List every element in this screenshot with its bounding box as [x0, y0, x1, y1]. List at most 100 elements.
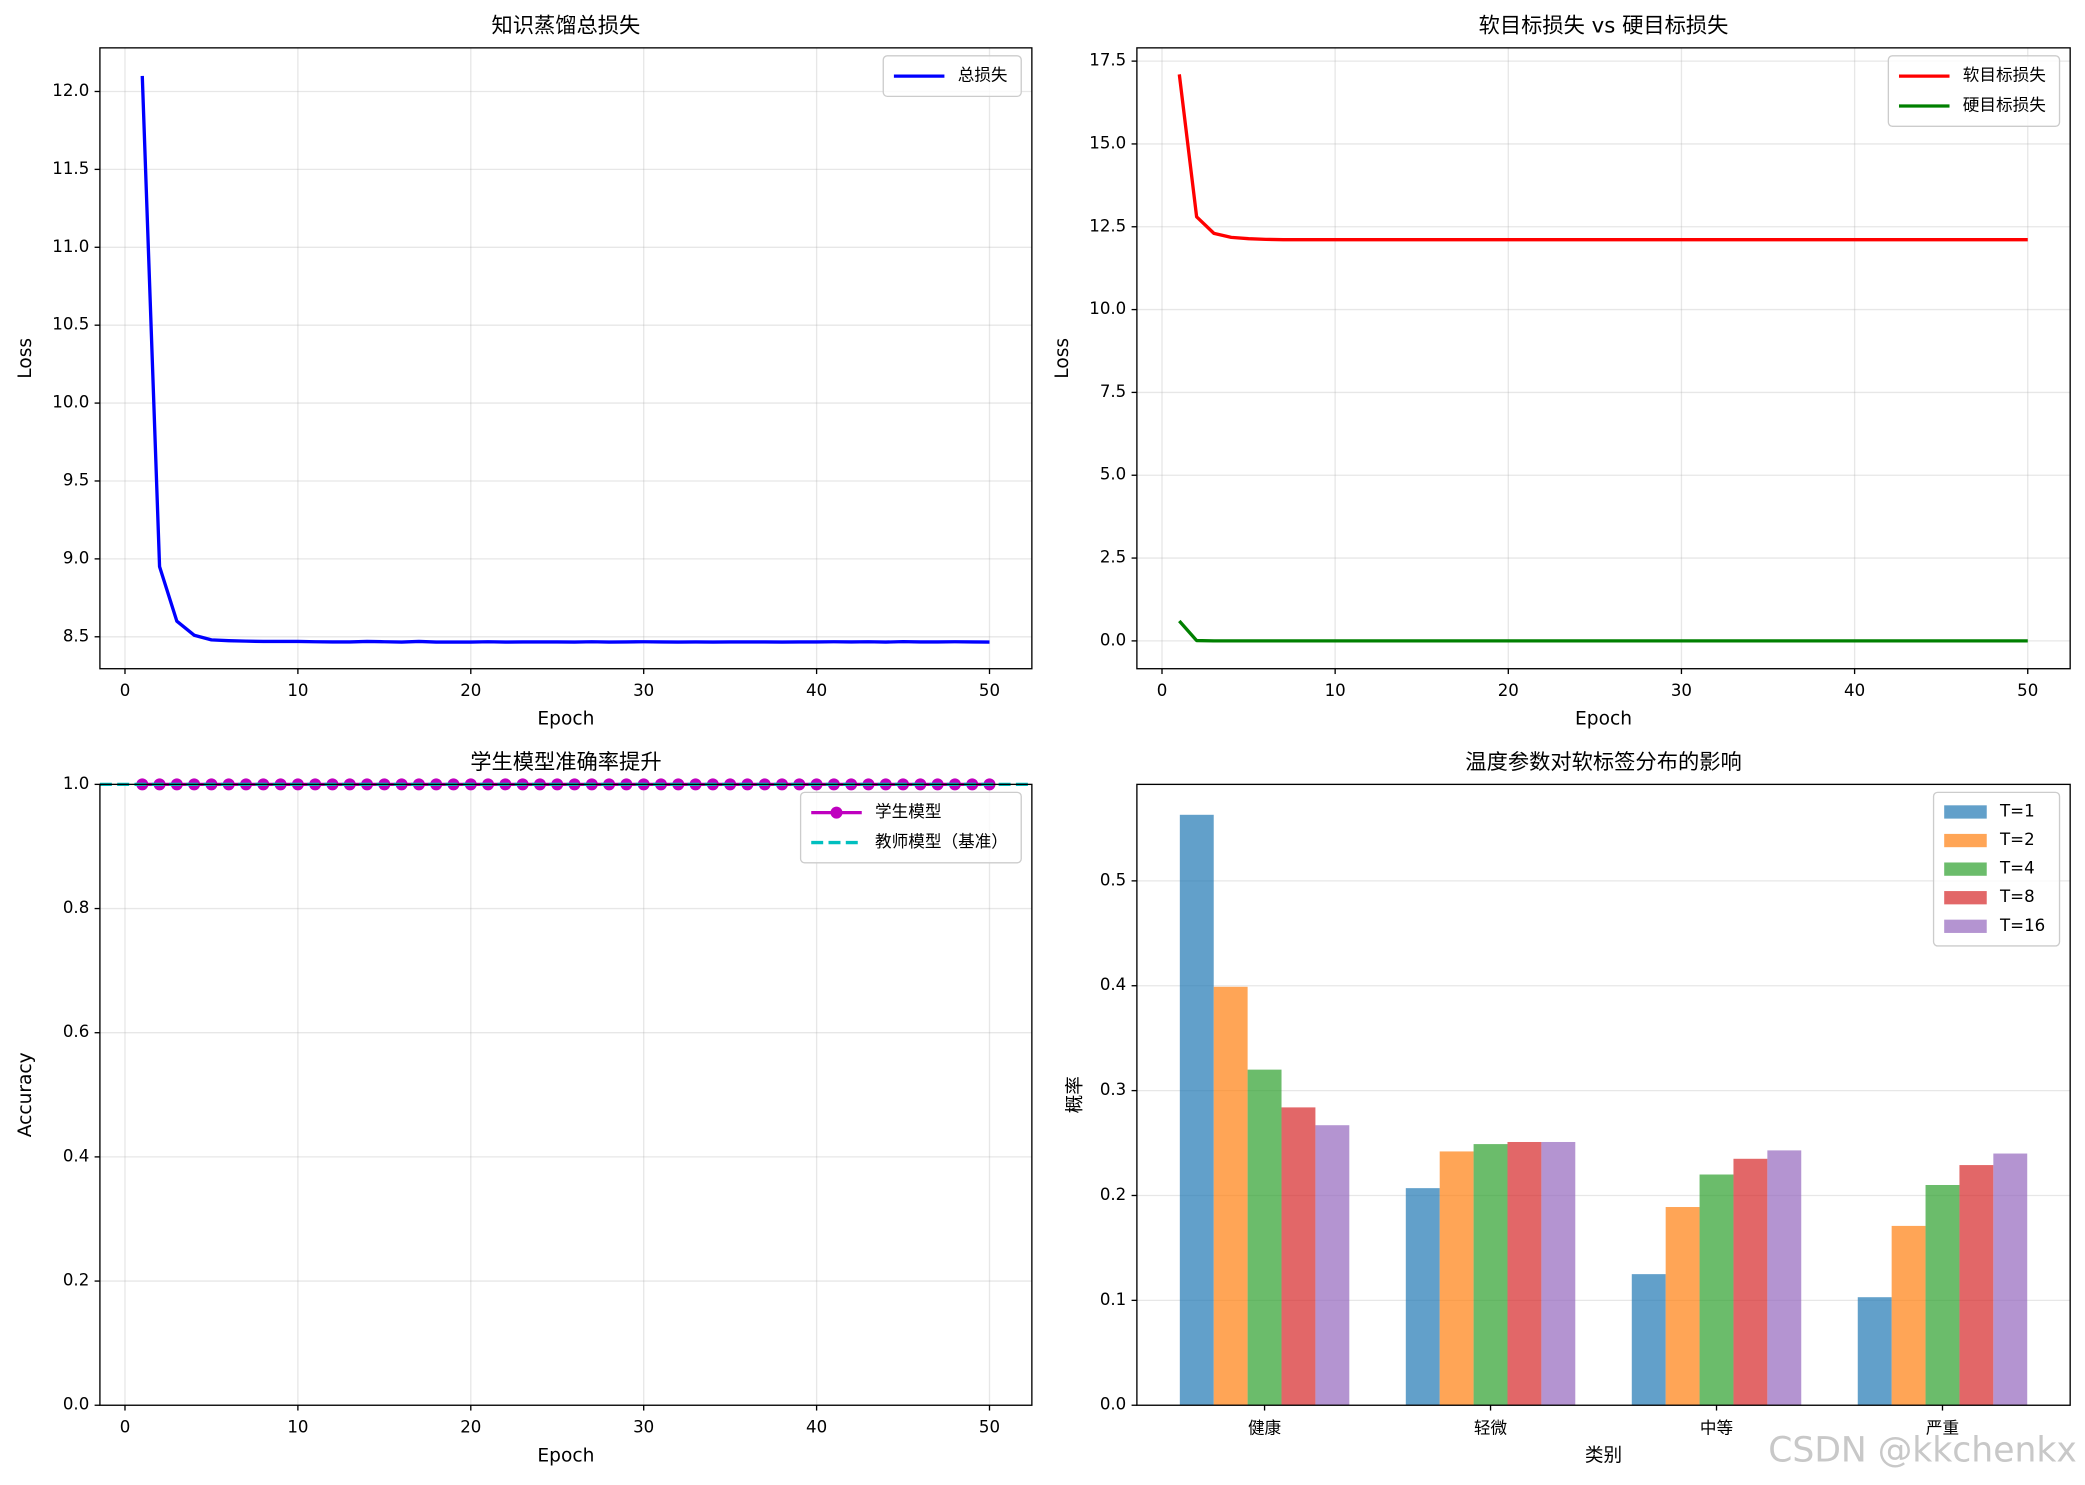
y-tick-label: 0.0: [63, 1395, 89, 1414]
y-tick-label: 1.0: [63, 774, 89, 793]
x-tick-label: 50: [979, 1417, 1000, 1436]
axes-frame: [99, 783, 1033, 1406]
y-tick-label: 0.0: [1100, 630, 1126, 649]
watermark: CSDN @kkchenkx: [1768, 1430, 2077, 1470]
legend-label: 总损失: [958, 66, 1008, 85]
bar: [1857, 1297, 1892, 1406]
bar: [1665, 1207, 1700, 1406]
x-tick-label: 50: [2017, 681, 2038, 700]
y-tick-label: 0.4: [63, 1146, 89, 1165]
x-tick-label: 20: [460, 1417, 481, 1436]
y-tick-label: 12.0: [52, 81, 89, 100]
y-tick-label: 9.5: [63, 470, 89, 489]
bar: [1473, 1144, 1508, 1406]
y-tick-label: 7.5: [1100, 382, 1126, 401]
bar: [1767, 1150, 1802, 1406]
y-tick-label: 15.0: [1089, 133, 1126, 152]
x-tick-label: 50: [979, 681, 1000, 700]
x-tick-label: 20: [1498, 681, 1519, 700]
x-tick-label: 40: [1844, 681, 1865, 700]
x-axis-label: Epoch: [537, 709, 594, 730]
y-tick-label: 0.6: [63, 1022, 89, 1041]
legend-frame: [882, 55, 1022, 98]
plot-area: [1179, 814, 2028, 1406]
y-tick-label: 5.0: [1100, 465, 1126, 484]
legend-label: 软目标损失: [1963, 66, 2046, 85]
bar: [1439, 1151, 1474, 1406]
bar: [1699, 1174, 1734, 1406]
chart-title: 知识蒸馏总损失: [491, 14, 640, 39]
y-tick-label: 0.1: [1100, 1290, 1126, 1309]
bar: [1247, 1069, 1282, 1406]
y-tick-label: 11.5: [52, 159, 89, 178]
y-tick-label: 0.0: [1100, 1395, 1126, 1414]
x-tick-label: 轻微: [1474, 1419, 1508, 1438]
bar: [1315, 1125, 1350, 1406]
bar: [1993, 1153, 2028, 1406]
plot-area: [1177, 74, 2028, 643]
x-tick-label: 中等: [1700, 1419, 1733, 1438]
y-tick-label: 12.5: [1089, 216, 1126, 235]
x-tick-label: 30: [1671, 681, 1692, 700]
y-axis-label: Loss: [1052, 338, 1073, 379]
subplot: 0.0 0.2 0.4 0.6 0.8 1.0 0 10 20 30 40 50 学生模型准确率提升 Ep…: [15, 750, 1033, 1466]
legend: 总损失: [882, 55, 1022, 98]
legend-swatch: [1944, 891, 1987, 905]
legend-frame: [799, 791, 1022, 864]
y-tick-label: 0.3: [1100, 1080, 1126, 1099]
subplot: 0.0 0.1 0.2 0.3 0.4 0.5 健康 轻微 中等 严重 温度参数对软标签分布的影响类…: [1065, 750, 2071, 1466]
line-series: [1178, 619, 2028, 643]
x-tick-label: 10: [287, 681, 308, 700]
legend-frame: [1932, 791, 2061, 947]
legend-marker: [830, 806, 843, 819]
x-axis-label: Epoch: [537, 1445, 594, 1466]
bar: [1405, 1188, 1440, 1406]
y-tick-label: 10.5: [52, 315, 89, 334]
subplot: 8.5 9.0 9.5 10.0 10.5 11.0 11.5 12.0 0 10 20 30 40 50…: [15, 14, 1033, 730]
axes-frame: [1136, 47, 2071, 670]
x-tick-label: 0: [120, 681, 131, 700]
x-tick-label: 30: [633, 681, 654, 700]
x-tick-label: 30: [633, 1417, 654, 1436]
x-tick-label: 40: [806, 1417, 827, 1436]
y-tick-label: 0.4: [1100, 975, 1126, 994]
bar: [1925, 1184, 1960, 1406]
axes-frame: [1136, 783, 2071, 1406]
x-axis-label: 类别: [1585, 1445, 1622, 1466]
bar: [1507, 1141, 1542, 1406]
line-series: [140, 75, 990, 644]
line-series: [1177, 74, 2028, 242]
y-axis-label: 概率: [1065, 1076, 1086, 1113]
y-tick-label: 0.2: [1100, 1185, 1126, 1204]
y-tick-label: 9.0: [63, 548, 89, 567]
x-axis-label: Epoch: [1575, 709, 1632, 730]
x-tick-label: 0: [120, 1417, 131, 1436]
y-tick-label: 10.0: [52, 393, 89, 412]
legend-label: T=1: [1999, 801, 2035, 820]
chart-title: 软目标损失 vs 硬目标损失: [1479, 14, 1729, 39]
y-tick-label: 0.8: [63, 898, 89, 917]
x-tick-label: 0: [1157, 681, 1168, 700]
legend-swatch: [1944, 805, 1987, 819]
bar: [1959, 1165, 1994, 1406]
plot-area: [140, 75, 990, 644]
x-tick-label: 健康: [1248, 1419, 1282, 1438]
legend-label: T=16: [1999, 916, 2045, 935]
legend-label: T=8: [1999, 887, 2035, 906]
legend-label: T=4: [1999, 859, 2035, 878]
x-tick-label: 10: [287, 1417, 308, 1436]
y-tick-label: 11.0: [52, 237, 89, 256]
legend-label: 教师模型（基准）: [875, 832, 1008, 851]
axes-frame: [99, 47, 1033, 670]
legend-frame: [1887, 55, 2061, 127]
y-axis-label: Accuracy: [15, 1052, 36, 1137]
chart-title: 学生模型准确率提升: [470, 750, 661, 775]
y-tick-label: 8.5: [63, 626, 89, 645]
y-tick-label: 0.5: [1100, 870, 1126, 889]
bar: [1179, 814, 1214, 1406]
x-tick-label: 40: [806, 681, 827, 700]
legend-swatch: [1944, 833, 1987, 848]
subplot: 0.0 2.5 5.0 7.5 10.0 12.5 15.0 17.5 0 10 20 30 40 50 软…: [1052, 14, 2071, 730]
